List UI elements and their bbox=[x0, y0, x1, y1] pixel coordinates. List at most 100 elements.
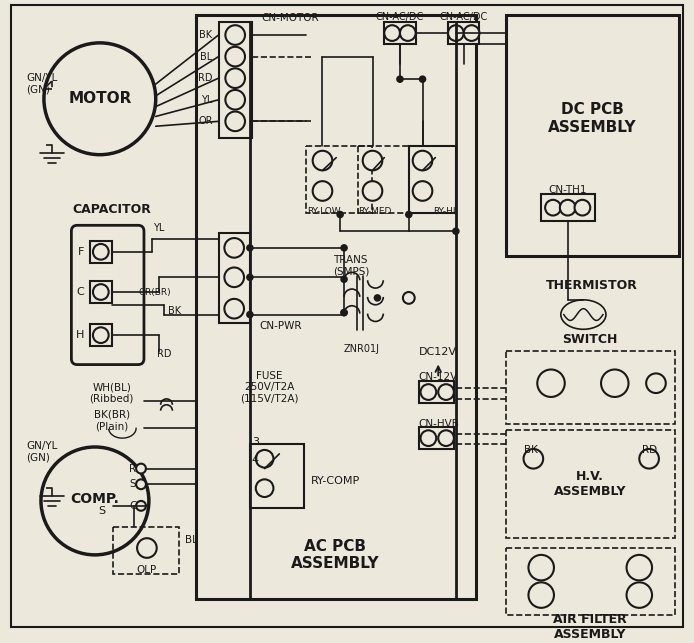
Circle shape bbox=[528, 583, 554, 608]
Circle shape bbox=[224, 299, 244, 318]
Text: YL: YL bbox=[153, 223, 164, 233]
Circle shape bbox=[224, 238, 244, 258]
Bar bbox=[90, 241, 112, 262]
Circle shape bbox=[93, 327, 109, 343]
Text: RY-COMP: RY-COMP bbox=[311, 476, 360, 486]
Circle shape bbox=[93, 244, 109, 260]
Text: S: S bbox=[129, 479, 136, 489]
Circle shape bbox=[226, 25, 245, 45]
Text: BK: BK bbox=[525, 445, 539, 455]
Bar bbox=[306, 146, 371, 213]
Circle shape bbox=[341, 310, 347, 316]
Text: THERMISTOR: THERMISTOR bbox=[546, 278, 638, 292]
Text: DC PCB
ASSEMBLY: DC PCB ASSEMBLY bbox=[548, 102, 636, 134]
Circle shape bbox=[337, 212, 343, 217]
Text: BK(BR)
(Plain): BK(BR) (Plain) bbox=[94, 410, 130, 431]
Bar bbox=[219, 23, 252, 138]
Text: OR: OR bbox=[198, 116, 212, 126]
Circle shape bbox=[413, 181, 432, 201]
Text: OR(BR): OR(BR) bbox=[139, 289, 171, 298]
Bar bbox=[90, 324, 112, 346]
Text: YL: YL bbox=[201, 95, 212, 105]
Bar bbox=[418, 428, 454, 449]
Circle shape bbox=[136, 464, 146, 473]
Circle shape bbox=[341, 276, 347, 282]
Circle shape bbox=[136, 479, 146, 489]
Circle shape bbox=[226, 90, 245, 109]
Circle shape bbox=[247, 245, 253, 251]
Bar bbox=[506, 548, 675, 615]
Text: 4: 4 bbox=[252, 455, 259, 465]
Circle shape bbox=[646, 374, 666, 393]
Circle shape bbox=[560, 200, 575, 215]
Circle shape bbox=[93, 284, 109, 300]
Circle shape bbox=[400, 25, 416, 41]
Circle shape bbox=[137, 538, 157, 558]
Circle shape bbox=[448, 25, 464, 41]
Circle shape bbox=[136, 501, 146, 511]
Bar bbox=[250, 444, 304, 508]
Text: RY-HI: RY-HI bbox=[433, 207, 456, 216]
Text: FUSE
250V/T2A
(115V/T2A): FUSE 250V/T2A (115V/T2A) bbox=[240, 370, 298, 404]
Text: ZNR01J: ZNR01J bbox=[344, 344, 380, 354]
Text: TRANS
(SMPS): TRANS (SMPS) bbox=[333, 255, 370, 276]
Text: GN/YL
(GN): GN/YL (GN) bbox=[26, 73, 58, 95]
Circle shape bbox=[537, 370, 565, 397]
Circle shape bbox=[545, 200, 561, 215]
Text: 3: 3 bbox=[252, 437, 259, 447]
Circle shape bbox=[363, 150, 382, 170]
Circle shape bbox=[421, 385, 437, 400]
Circle shape bbox=[413, 150, 432, 170]
Bar bbox=[541, 194, 595, 221]
Circle shape bbox=[226, 68, 245, 88]
Circle shape bbox=[256, 479, 273, 497]
Circle shape bbox=[627, 555, 652, 581]
Circle shape bbox=[341, 245, 347, 251]
Circle shape bbox=[639, 449, 659, 469]
Circle shape bbox=[247, 275, 253, 280]
Text: CAPACITOR: CAPACITOR bbox=[72, 203, 151, 216]
Text: H: H bbox=[76, 330, 84, 340]
Text: OLP: OLP bbox=[137, 565, 157, 575]
Text: AIR FILTER
ASSEMBLY: AIR FILTER ASSEMBLY bbox=[553, 613, 627, 642]
Bar bbox=[409, 146, 456, 213]
Text: DC12V: DC12V bbox=[419, 347, 457, 357]
Text: CN-HVB: CN-HVB bbox=[418, 419, 459, 430]
Bar bbox=[448, 23, 480, 44]
Circle shape bbox=[226, 111, 245, 131]
Circle shape bbox=[375, 295, 380, 301]
Text: SWITCH: SWITCH bbox=[563, 332, 618, 345]
Text: BL: BL bbox=[201, 51, 212, 62]
Circle shape bbox=[575, 200, 591, 215]
Circle shape bbox=[313, 181, 332, 201]
Text: BK: BK bbox=[199, 30, 212, 40]
Bar bbox=[112, 527, 179, 574]
Bar bbox=[506, 430, 675, 538]
Text: C: C bbox=[76, 287, 84, 297]
Text: RD: RD bbox=[198, 73, 212, 83]
Circle shape bbox=[464, 25, 480, 41]
Bar bbox=[418, 381, 454, 403]
Circle shape bbox=[384, 25, 400, 41]
Text: S: S bbox=[98, 506, 105, 516]
Text: H.V.
ASSEMBLY: H.V. ASSEMBLY bbox=[554, 470, 627, 498]
Circle shape bbox=[397, 77, 403, 82]
Circle shape bbox=[313, 150, 332, 170]
Bar bbox=[358, 146, 409, 213]
Text: RD: RD bbox=[641, 445, 657, 455]
Text: WH(BL)
(Ribbed): WH(BL) (Ribbed) bbox=[90, 382, 134, 404]
Text: F: F bbox=[78, 247, 84, 257]
Bar bbox=[506, 351, 675, 424]
Circle shape bbox=[420, 77, 425, 82]
Bar bbox=[90, 281, 112, 303]
Circle shape bbox=[226, 47, 245, 66]
Text: RY-MED: RY-MED bbox=[358, 207, 391, 216]
Circle shape bbox=[523, 449, 543, 469]
Text: C: C bbox=[129, 501, 137, 511]
Text: CN-AC/DC: CN-AC/DC bbox=[376, 12, 424, 23]
Text: MOTOR: MOTOR bbox=[68, 91, 131, 106]
Circle shape bbox=[438, 430, 454, 446]
Circle shape bbox=[421, 430, 437, 446]
Text: RY-LOW: RY-LOW bbox=[307, 207, 341, 216]
Circle shape bbox=[528, 555, 554, 581]
